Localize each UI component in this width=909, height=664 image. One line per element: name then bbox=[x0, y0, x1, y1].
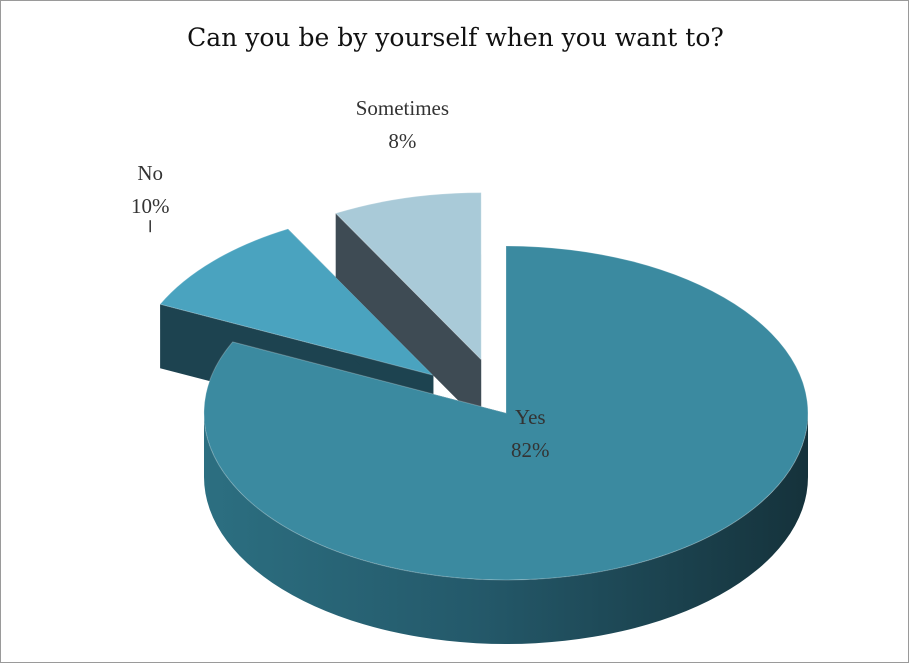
data-label-sometimes-name: Sometimes bbox=[356, 96, 449, 120]
data-label-no-name: No bbox=[137, 161, 163, 185]
data-label-no-percent: 10% bbox=[131, 194, 170, 218]
data-label-yes-name: Yes bbox=[515, 405, 546, 429]
data-label-yes-percent: 82% bbox=[511, 438, 550, 462]
data-label-sometimes-percent: 8% bbox=[388, 129, 416, 153]
